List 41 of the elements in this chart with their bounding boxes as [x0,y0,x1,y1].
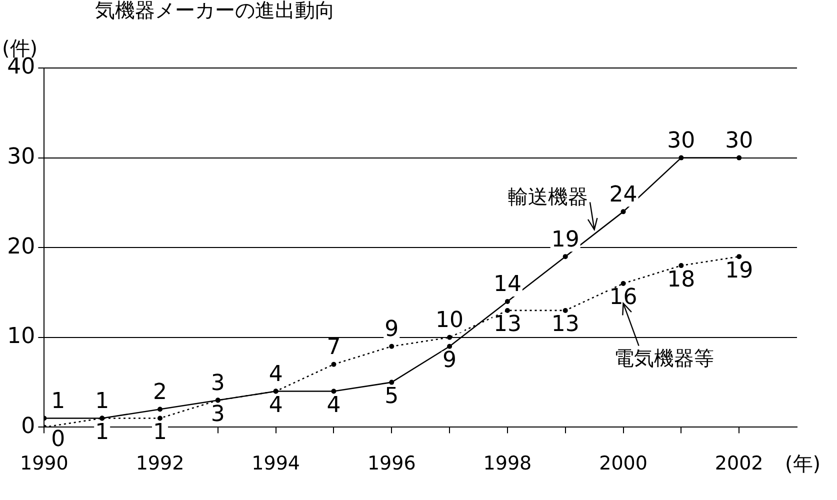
data-label: 2 [152,380,167,405]
data-label: 1 [95,388,110,414]
data-label: 4 [268,362,283,387]
data-label: 9 [384,317,399,342]
data-label: 13 [493,312,522,338]
x-tick-label: 1998 [483,452,532,475]
x-tick-label: 1992 [136,452,184,475]
data-label: 4 [326,393,341,418]
x-tick-label: 1994 [252,452,300,475]
y-tick-label: 20 [7,234,36,260]
x-tick-label: 1996 [367,452,416,475]
data-label: 3 [210,402,225,427]
data-label: 16 [609,285,638,310]
data-label: 4 [268,393,283,418]
x-tick-label: 2002 [714,452,764,475]
text: 電気機器等 [614,346,714,370]
data-label: 1 [95,420,110,445]
data-label: 10 [436,308,464,334]
chart-title: 気機器メーカーの進出動向 [95,0,335,22]
data-label: 24 [609,182,638,208]
data-label: 14 [493,272,522,298]
x-axis-title: (年) [785,451,821,476]
y-tick-label: 10 [7,324,36,350]
data-label: 18 [667,267,696,292]
data-label: 1 [152,420,167,445]
y-tick-label: 0 [21,414,36,439]
data-label: 7 [326,335,341,360]
x-tick-label: 1990 [20,452,68,475]
data-label: 5 [384,384,399,410]
data-label: 30 [725,128,754,154]
data-label: 1 [51,388,66,414]
data-label: 19 [551,227,580,252]
data-label: 9 [442,348,457,374]
data-label: 13 [551,312,580,338]
data-label: 19 [725,258,754,284]
data-label: 30 [667,128,696,154]
y-tick-label: 30 [7,144,36,170]
data-label: 0 [51,426,66,452]
x-tick-label: 2000 [599,452,648,475]
data-label: 3 [210,370,225,396]
series-label: 輸送機器 [508,184,588,208]
